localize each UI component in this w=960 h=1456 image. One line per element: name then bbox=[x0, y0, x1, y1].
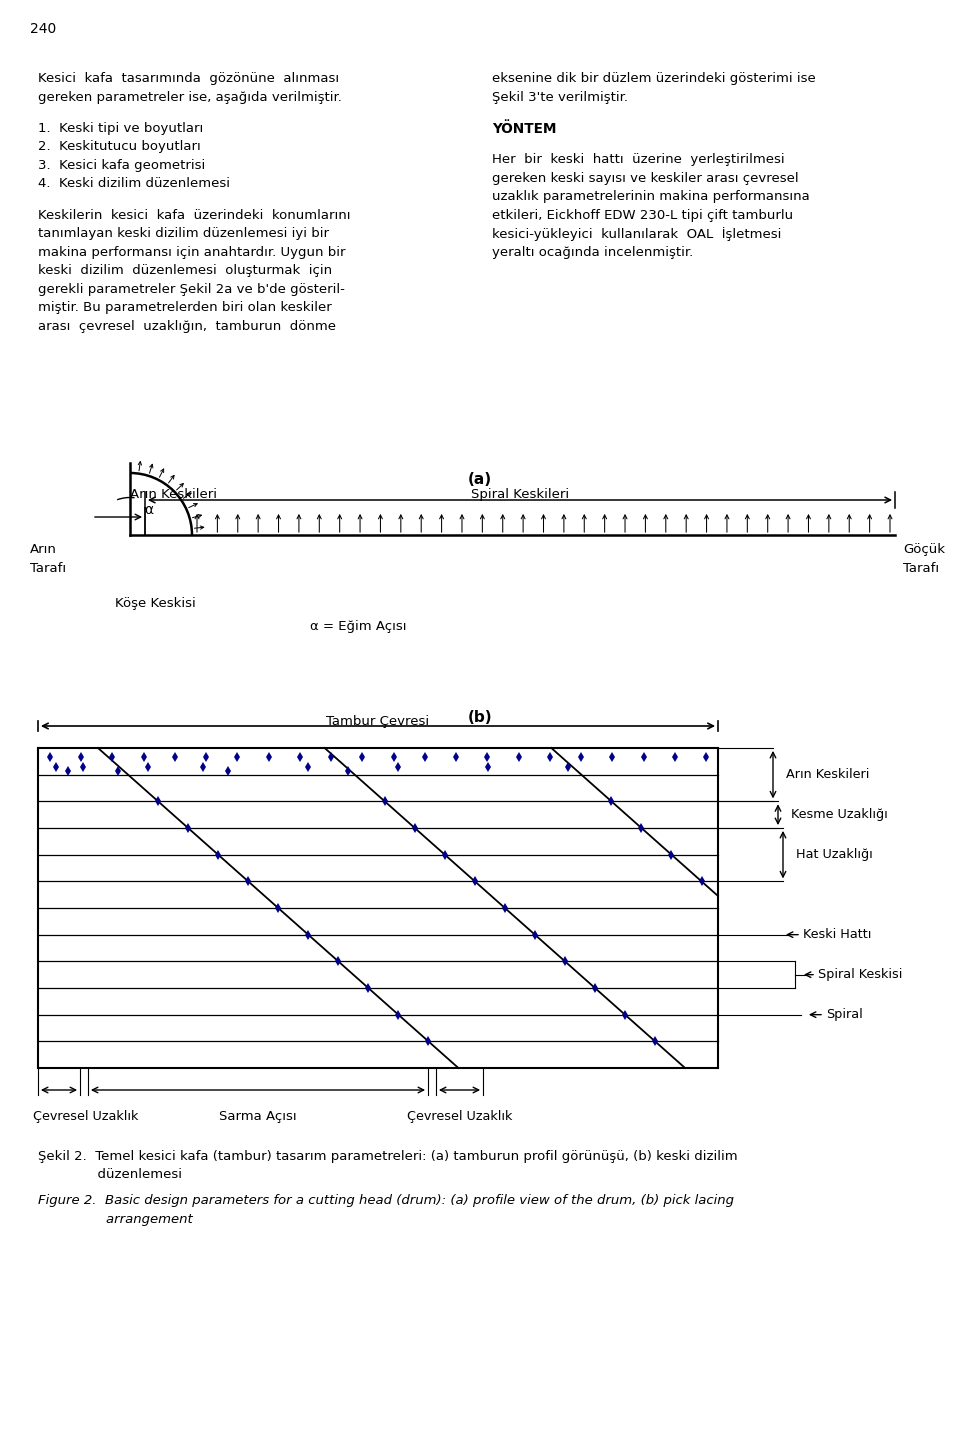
Text: Çevresel Uzaklık: Çevresel Uzaklık bbox=[33, 1109, 138, 1123]
Text: YÖNTEM: YÖNTEM bbox=[492, 122, 557, 135]
Text: miştir. Bu parametrelerden biri olan keskiler: miştir. Bu parametrelerden biri olan kes… bbox=[38, 301, 332, 314]
Text: Spiral Keskileri: Spiral Keskileri bbox=[471, 488, 569, 501]
Text: keski  dizilim  düzenlemesi  oluşturmak  için: keski dizilim düzenlemesi oluşturmak içi… bbox=[38, 265, 332, 278]
Text: Göçük: Göçük bbox=[903, 543, 945, 556]
Text: Tarafı: Tarafı bbox=[30, 562, 66, 575]
Text: 240: 240 bbox=[30, 22, 57, 36]
Text: arrangement: arrangement bbox=[38, 1213, 193, 1226]
Text: Tarafı: Tarafı bbox=[903, 562, 939, 575]
Text: Hat Uzaklığı: Hat Uzaklığı bbox=[796, 849, 873, 860]
Text: Keskilerin  kesici  kafa  üzerindeki  konumlarını: Keskilerin kesici kafa üzerindeki konuml… bbox=[38, 208, 350, 221]
Text: Arın Keskileri: Arın Keskileri bbox=[130, 488, 217, 501]
Text: gerekli parametreler Şekil 2a ve b'de gösteril-: gerekli parametreler Şekil 2a ve b'de gö… bbox=[38, 282, 345, 296]
Text: Sarma Açısı: Sarma Açısı bbox=[219, 1109, 297, 1123]
Text: eksenine dik bir düzlem üzerindeki gösterimi ise: eksenine dik bir düzlem üzerindeki göste… bbox=[492, 71, 816, 84]
Text: Spiral: Spiral bbox=[826, 1008, 863, 1021]
Text: Kesme Uzaklığı: Kesme Uzaklığı bbox=[791, 808, 888, 821]
Text: yeraltı ocağında incelenmiştir.: yeraltı ocağında incelenmiştir. bbox=[492, 246, 693, 259]
Text: düzenlemesi: düzenlemesi bbox=[38, 1169, 182, 1181]
Text: Figure 2.  Basic design parameters for a cutting head (drum): (a) profile view o: Figure 2. Basic design parameters for a … bbox=[38, 1194, 734, 1207]
Text: 2.  Keskitutucu boyutları: 2. Keskitutucu boyutları bbox=[38, 140, 201, 153]
Text: Keski Hattı: Keski Hattı bbox=[803, 927, 872, 941]
Text: α = Eğim Açısı: α = Eğim Açısı bbox=[310, 620, 406, 633]
Text: Spiral Keskisi: Spiral Keskisi bbox=[818, 968, 902, 981]
Text: kesici-yükleyici  kullanılarak  OAL  İşletmesi: kesici-yükleyici kullanılarak OAL İşletm… bbox=[492, 227, 781, 242]
Text: Şekil 3'te verilmiştir.: Şekil 3'te verilmiştir. bbox=[492, 90, 628, 103]
Text: tanımlayan keski dizilim düzenlemesi iyi bir: tanımlayan keski dizilim düzenlemesi iyi… bbox=[38, 227, 329, 240]
Text: (b): (b) bbox=[468, 711, 492, 725]
Text: Her  bir  keski  hattı  üzerine  yerleştirilmesi: Her bir keski hattı üzerine yerleştirilm… bbox=[492, 153, 784, 166]
Text: Şekil 2.  Temel kesici kafa (tambur) tasarım parametreleri: (a) tamburun profil : Şekil 2. Temel kesici kafa (tambur) tasa… bbox=[38, 1150, 737, 1163]
Text: Arın Keskileri: Arın Keskileri bbox=[786, 769, 870, 782]
Text: gereken parametreler ise, aşağıda verilmiştir.: gereken parametreler ise, aşağıda verilm… bbox=[38, 90, 342, 103]
Text: 4.  Keski dizilim düzenlemesi: 4. Keski dizilim düzenlemesi bbox=[38, 178, 230, 191]
Text: uzaklık parametrelerinin makina performansına: uzaklık parametrelerinin makina performa… bbox=[492, 191, 809, 204]
Text: Çevresel Uzaklık: Çevresel Uzaklık bbox=[407, 1109, 513, 1123]
Text: Tambur Çevresi: Tambur Çevresi bbox=[326, 715, 429, 728]
Text: gereken keski sayısı ve keskiler arası çevresel: gereken keski sayısı ve keskiler arası ç… bbox=[492, 172, 799, 185]
Text: Köşe Keskisi: Köşe Keskisi bbox=[115, 597, 196, 610]
Text: arası  çevresel  uzaklığın,  tamburun  dönme: arası çevresel uzaklığın, tamburun dönme bbox=[38, 320, 336, 333]
Text: 3.  Kesici kafa geometrisi: 3. Kesici kafa geometrisi bbox=[38, 159, 205, 172]
Text: α: α bbox=[144, 502, 154, 517]
Text: Arın: Arın bbox=[30, 543, 57, 556]
Text: (a): (a) bbox=[468, 472, 492, 486]
Text: etkileri, Eickhoff EDW 230-L tipi çift tamburlu: etkileri, Eickhoff EDW 230-L tipi çift t… bbox=[492, 208, 793, 221]
Text: Kesici  kafa  tasarımında  gözönüne  alınması: Kesici kafa tasarımında gözönüne alınmas… bbox=[38, 71, 339, 84]
Text: makina performansı için anahtardır. Uygun bir: makina performansı için anahtardır. Uygu… bbox=[38, 246, 346, 259]
Text: 1.  Keski tipi ve boyutları: 1. Keski tipi ve boyutları bbox=[38, 122, 204, 135]
